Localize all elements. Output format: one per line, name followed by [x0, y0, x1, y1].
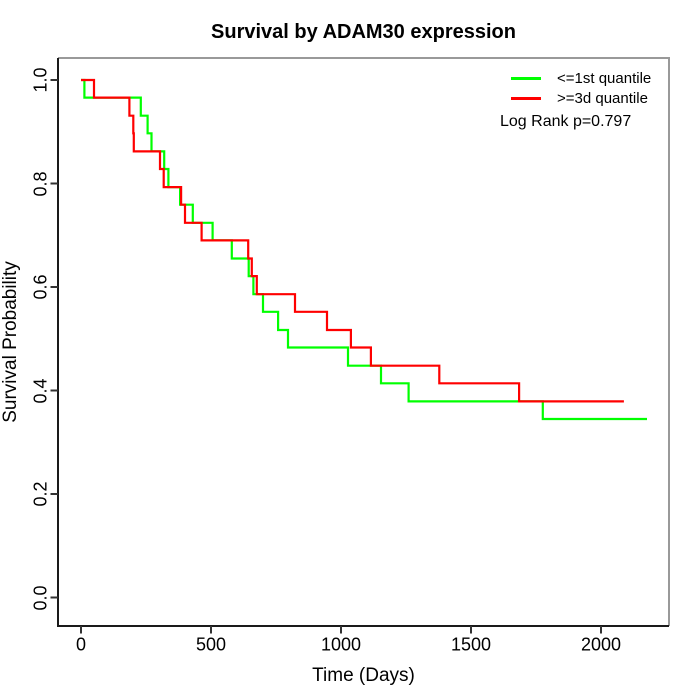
legend-item: <=1st quantile — [511, 68, 651, 88]
x-tick-label: 1500 — [450, 634, 492, 655]
legend: <=1st quantile >=3d quantile — [511, 68, 651, 108]
y-tick-label: 0.2 — [30, 481, 51, 507]
legend-items: <=1st quantile >=3d quantile — [511, 68, 651, 108]
plot-box-left-bottom — [57, 58, 669, 627]
y-tick-label: 0.6 — [30, 274, 51, 300]
legend-line-swatch — [511, 96, 541, 100]
x-tick-label: 1000 — [320, 634, 362, 655]
log-rank-annotation: Log Rank p=0.797 — [500, 113, 632, 130]
legend-line-swatch — [511, 76, 541, 80]
x-axis-title: Time (Days) — [312, 665, 415, 686]
x-tick-label: 0 — [75, 634, 87, 655]
y-tick-label: 0.0 — [30, 584, 51, 611]
legend-item: >=3d quantile — [511, 88, 651, 108]
survival-curve-low-quantile — [81, 78, 647, 421]
y-tick-label: 0.8 — [30, 170, 51, 197]
legend-label: >=3d quantile — [557, 89, 648, 107]
plot-box-top-right — [58, 57, 670, 626]
y-tick-label: 1.0 — [30, 67, 51, 93]
y-axis-title: Survival Probability — [0, 261, 21, 423]
survival-curve-high-quantile — [81, 78, 624, 403]
x-tick-label: 2000 — [580, 634, 622, 655]
chart-title: Survival by ADAM30 expression — [211, 21, 516, 43]
y-tick-label: 0.4 — [30, 377, 51, 404]
legend-label: <=1st quantile — [557, 69, 652, 87]
x-tick-label: 500 — [195, 634, 227, 655]
